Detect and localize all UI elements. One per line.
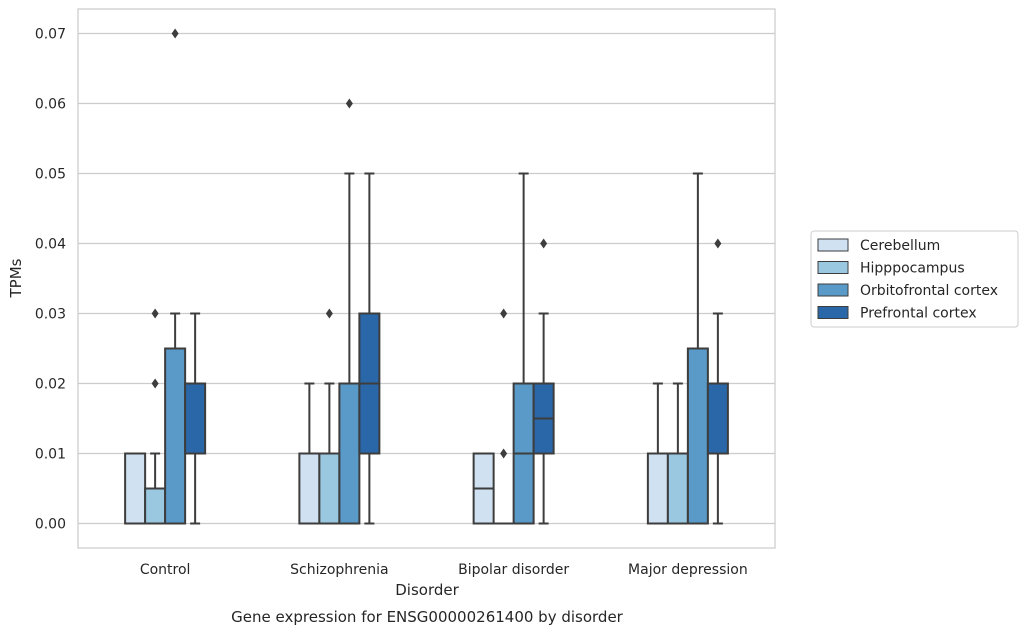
box-body bbox=[124, 452, 147, 525]
box-group bbox=[124, 28, 207, 525]
box-body bbox=[338, 382, 361, 525]
outlier-point bbox=[540, 238, 548, 249]
legend-item: Cerebellum bbox=[817, 238, 940, 254]
y-axis-ticks: 0.00 0.01 0.02 0.03 0.04 0.05 0.06 0.07 bbox=[35, 27, 66, 533]
outlier-point bbox=[714, 238, 722, 249]
box-group bbox=[298, 98, 381, 525]
outlier-point bbox=[171, 28, 179, 39]
x-tick-label: Control bbox=[140, 562, 191, 578]
y-tick-label: 0.00 bbox=[35, 517, 66, 533]
outlier-point bbox=[500, 308, 508, 319]
box-body bbox=[686, 347, 709, 525]
box-orbitofrontal-cortex bbox=[164, 28, 187, 525]
box-body bbox=[298, 452, 321, 525]
legend-label: Hipppocampus bbox=[860, 261, 965, 277]
y-tick-label: 0.06 bbox=[35, 97, 66, 113]
legend-label: Orbitofrontal cortex bbox=[860, 283, 998, 299]
box-hipppocampus bbox=[493, 308, 514, 525]
legend-label: Cerebellum bbox=[860, 238, 940, 254]
box-prefrontal-cortex bbox=[184, 312, 207, 525]
y-tick-label: 0.07 bbox=[35, 27, 66, 43]
box-orbitofrontal-cortex bbox=[512, 172, 535, 525]
box-orbitofrontal-cortex bbox=[686, 172, 709, 525]
legend-swatch bbox=[817, 306, 849, 319]
legend-item: Orbitofrontal cortex bbox=[817, 283, 998, 299]
outlier-point bbox=[500, 448, 508, 459]
outlier-point bbox=[325, 308, 333, 319]
legend-item: Hipppocampus bbox=[817, 261, 965, 277]
legend-item: Prefrontal cortex bbox=[817, 306, 977, 322]
legend-label: Prefrontal cortex bbox=[860, 306, 977, 322]
box-cerebellum bbox=[646, 382, 669, 525]
box-body bbox=[666, 452, 689, 525]
box-orbitofrontal-cortex bbox=[338, 98, 361, 525]
y-tick-label: 0.03 bbox=[35, 307, 66, 323]
box-body bbox=[144, 487, 167, 525]
y-tick-label: 0.05 bbox=[35, 167, 66, 183]
legend-frame bbox=[810, 230, 1019, 328]
outlier-point bbox=[151, 308, 159, 319]
legend-swatch bbox=[817, 238, 849, 252]
box-group bbox=[472, 172, 555, 525]
box-group bbox=[646, 172, 729, 525]
box-body bbox=[706, 382, 729, 455]
x-axis-label: Disorder bbox=[395, 581, 459, 599]
x-tick-label: Schizophrenia bbox=[290, 562, 388, 578]
x-tick-label: Major depression bbox=[628, 562, 748, 578]
box-cerebellum bbox=[124, 452, 147, 525]
x-axis-ticks: Control Schizophrenia Bipolar disorder Majo… bbox=[140, 562, 748, 578]
box-groups bbox=[124, 28, 729, 525]
box-prefrontal-cortex bbox=[358, 172, 381, 525]
box-hipppocampus bbox=[666, 382, 689, 525]
box-prefrontal-cortex bbox=[532, 238, 555, 525]
y-tick-label: 0.04 bbox=[35, 237, 66, 253]
box-body bbox=[164, 347, 187, 525]
box-hipppocampus bbox=[144, 308, 167, 525]
box-body bbox=[184, 382, 207, 455]
box-cerebellum bbox=[472, 452, 495, 525]
outlier-point bbox=[151, 378, 159, 389]
outlier-point bbox=[345, 98, 353, 109]
y-tick-label: 0.01 bbox=[35, 447, 66, 463]
x-tick-label: Bipolar disorder bbox=[458, 562, 569, 578]
box-body bbox=[318, 452, 341, 525]
y-axis-label: TPMs bbox=[7, 258, 25, 298]
legend-swatch bbox=[817, 261, 849, 274]
box-body bbox=[646, 452, 669, 525]
plot-area-frame bbox=[77, 8, 776, 549]
legend-swatch bbox=[817, 283, 849, 297]
box-prefrontal-cortex bbox=[706, 238, 729, 525]
y-tick-label: 0.02 bbox=[35, 377, 66, 393]
chart-caption: Gene expression for ENSG00000261400 by d… bbox=[231, 608, 624, 626]
box-cerebellum bbox=[298, 382, 321, 525]
box-hipppocampus bbox=[318, 308, 341, 525]
legend: Cerebellum Hipppocampus Orbitofrontal cort… bbox=[810, 230, 1019, 328]
